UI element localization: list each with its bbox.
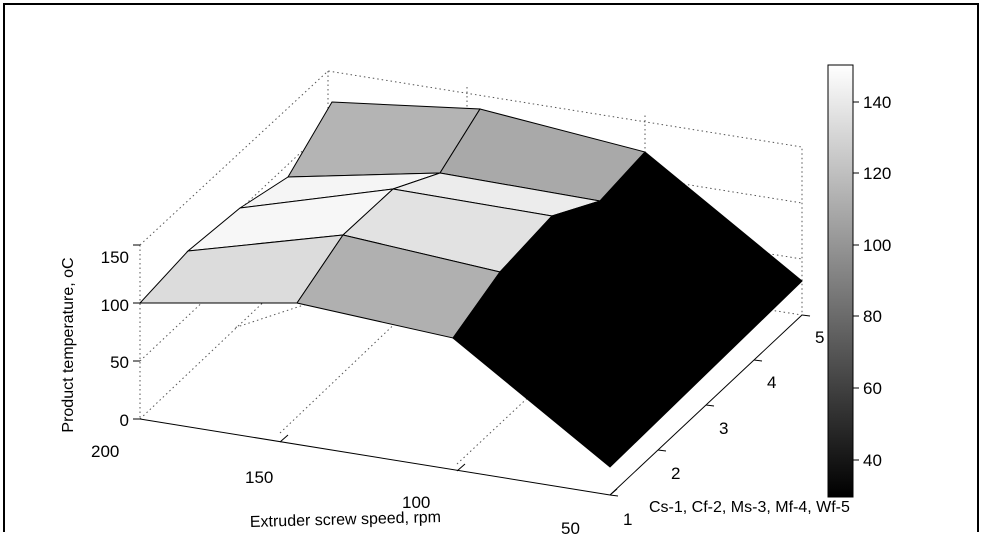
z-axis-label: Product temperature, oC [60,257,77,432]
z-tick-label: 100 [101,296,129,315]
colorbar: 40 60 80 100 120 140 [827,64,891,498]
colorbar-tick-label: 140 [863,93,891,112]
x-tick-label: 50 [561,519,580,538]
x-axis-label: Extruder screw speed, rpm [250,509,442,531]
colorbar-tick-label: 80 [863,307,882,326]
y-ticks [609,314,811,497]
figure-frame: 0 50 100 150 200 150 100 50 1 2 3 4 5 Pr… [3,3,979,538]
colorbar-tick-label: 40 [863,451,882,470]
colorbar-ticks [853,101,859,461]
y-tick-label: 4 [767,373,776,392]
surface [138,101,803,468]
y-tick-label: 1 [623,510,632,529]
surface-patch [452,151,803,468]
colorbar-tick-label: 120 [863,164,891,183]
y-tick-label: 3 [719,419,728,438]
axis-box [139,70,803,420]
z-tick-label: 150 [101,248,129,267]
x-tick-label: 150 [245,468,273,487]
y-axis-label: Cs-1, Cf-2, Ms-3, Mf-4, Wf-5 [649,499,850,516]
x-tick-label: 100 [402,493,430,512]
y-tick-label: 5 [815,328,824,347]
z-tick-label: 0 [120,411,129,430]
z-tick-label: 50 [110,353,129,372]
y-tick-label: 2 [671,464,680,483]
x-ticks [279,434,618,496]
colorbar-tick-label: 60 [863,379,882,398]
z-ticks [133,244,140,420]
colorbar-tick-label: 100 [863,236,891,255]
surface-plot: 0 50 100 150 200 150 100 50 1 2 3 4 5 Pr… [60,64,891,538]
x-tick-label: 200 [91,442,119,461]
colorbar-gradient [827,64,854,498]
